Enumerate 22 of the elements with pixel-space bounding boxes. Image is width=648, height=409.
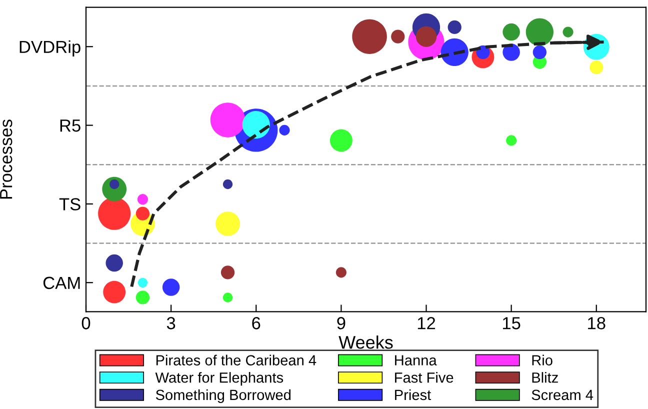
category-label: CAM [43, 276, 80, 290]
legend-label: Hanna [395, 355, 437, 366]
category-label: DVDRip [20, 40, 80, 57]
x-tick-label: 18 [588, 317, 606, 330]
x-tick-label: 12 [418, 317, 436, 330]
x-tick-label: 3 [166, 317, 176, 330]
category-label: R5 [60, 120, 80, 132]
category-label: TS [59, 198, 80, 210]
legend-label: Blitz [532, 372, 558, 383]
legend-label: Pirates of the Caribean 4 [156, 354, 316, 366]
y-axis-title: Processes [0, 120, 12, 199]
legend-label: Rio [532, 354, 552, 366]
x-tick-label: 15 [502, 317, 520, 330]
legend-label: Water for Elephants [155, 372, 284, 386]
legend-label: Something Borrowed [156, 389, 291, 403]
x-axis-title: Weeks [338, 336, 393, 349]
legend-label: Priest [395, 389, 432, 400]
legend-label: Scream 4 [532, 390, 594, 400]
x-tick-label: 9 [337, 317, 346, 330]
legend-label: Fast Five [395, 372, 454, 383]
x-tick-label: 6 [252, 317, 260, 330]
x-tick-label: 0 [82, 317, 90, 330]
